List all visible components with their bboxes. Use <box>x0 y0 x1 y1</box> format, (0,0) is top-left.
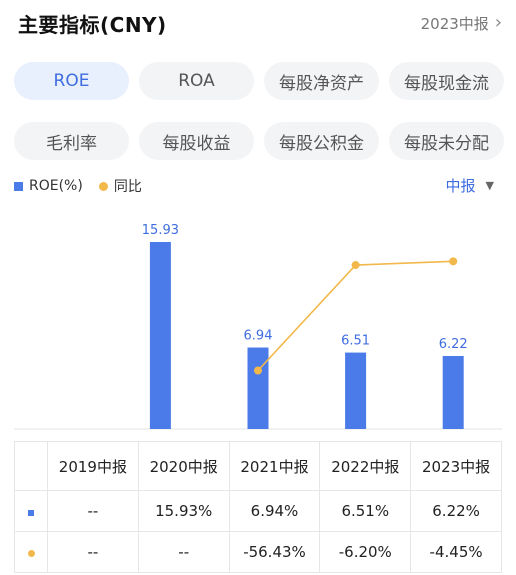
table-row: -- -- -56.43% -6.20% -4.45% <box>14 531 502 573</box>
roe-bar <box>442 355 464 429</box>
period-type-label: 中报 <box>445 177 476 195</box>
table-corner-cell <box>14 441 48 491</box>
tab-undistributed-per-share[interactable]: 每股未分配 <box>389 122 504 160</box>
roe-chart: 15.93 6.94 6.51 6.22 <box>14 223 502 430</box>
yoy-point <box>351 261 360 270</box>
report-period-label: 2023中报 <box>420 14 489 33</box>
page-title: 主要指标(CNY) <box>18 12 167 37</box>
tab-roa[interactable]: ROA <box>139 62 254 100</box>
header: 主要指标(CNY) 2023中报 › <box>18 8 502 38</box>
report-period-link[interactable]: 2023中报 › <box>420 11 502 34</box>
tab-cashflow-per-share[interactable]: 每股现金流 <box>389 62 504 100</box>
yoy-point <box>449 257 458 266</box>
roe-row-marker <box>14 490 48 532</box>
bar-marker-icon <box>28 510 34 516</box>
metric-tabs-row-2: 毛利率 每股收益 每股公积金 每股未分配 <box>14 122 504 160</box>
tab-net-assets-per-share[interactable]: 每股净资产 <box>264 62 379 100</box>
tab-gross-margin[interactable]: 毛利率 <box>14 122 129 160</box>
table-header-cell: 2021中报 <box>228 441 321 491</box>
tab-eps[interactable]: 每股收益 <box>139 122 254 160</box>
legend-line-swatch <box>98 181 108 191</box>
yoy-point <box>254 366 262 375</box>
roe-bar-label: 15.93 <box>142 223 179 238</box>
chart-legend: ROE(%) 同比 <box>14 176 142 196</box>
table-header-cell: 2023中报 <box>410 441 502 491</box>
table-cell: -- <box>47 531 139 573</box>
table-header-cell: 2020中报 <box>137 441 230 491</box>
tab-roe[interactable]: ROE <box>14 62 129 100</box>
table-cell: -4.45% <box>410 531 502 573</box>
roe-bar <box>149 242 171 429</box>
tab-reserve-per-share[interactable]: 每股公积金 <box>264 122 379 160</box>
roe-bar-label: 6.94 <box>244 329 273 344</box>
roe-bar <box>345 352 367 429</box>
metric-tabs-row-1: ROE ROA 每股净资产 每股现金流 <box>14 62 504 100</box>
legend-bar-swatch <box>14 181 23 191</box>
table-row: -- 15.93% 6.94% 6.51% 6.22% <box>14 490 502 532</box>
line-marker-icon <box>27 550 35 557</box>
roe-bar <box>247 347 269 429</box>
roe-bar-label: 6.22 <box>439 337 468 352</box>
table-cell: -- <box>137 531 230 573</box>
caret-down-icon: ▼ <box>485 179 494 192</box>
table-header-cell: 2022中报 <box>319 441 412 491</box>
yoy-row-marker <box>14 531 48 573</box>
table-cell: -56.43% <box>228 531 321 573</box>
table-cell: 15.93% <box>137 490 230 532</box>
period-type-dropdown[interactable]: 中报 ▼ <box>446 175 494 196</box>
table-cell: 6.51% <box>319 490 412 532</box>
legend-yoy-label: 同比 <box>113 179 142 195</box>
roe-bar-label: 6.51 <box>341 334 370 349</box>
table-cell: 6.22% <box>410 490 502 532</box>
table-cell: 6.94% <box>228 490 321 532</box>
legend-roe-label: ROE(%) <box>29 178 83 194</box>
chevron-right-icon: › <box>494 11 502 33</box>
table-cell: -- <box>47 490 139 532</box>
data-table: 2019中报 2020中报 2021中报 2022中报 2023中报 -- 15… <box>14 441 502 573</box>
table-cell: -6.20% <box>319 531 412 573</box>
table-header-row: 2019中报 2020中报 2021中报 2022中报 2023中报 <box>14 441 502 491</box>
table-header-cell: 2019中报 <box>47 441 139 491</box>
